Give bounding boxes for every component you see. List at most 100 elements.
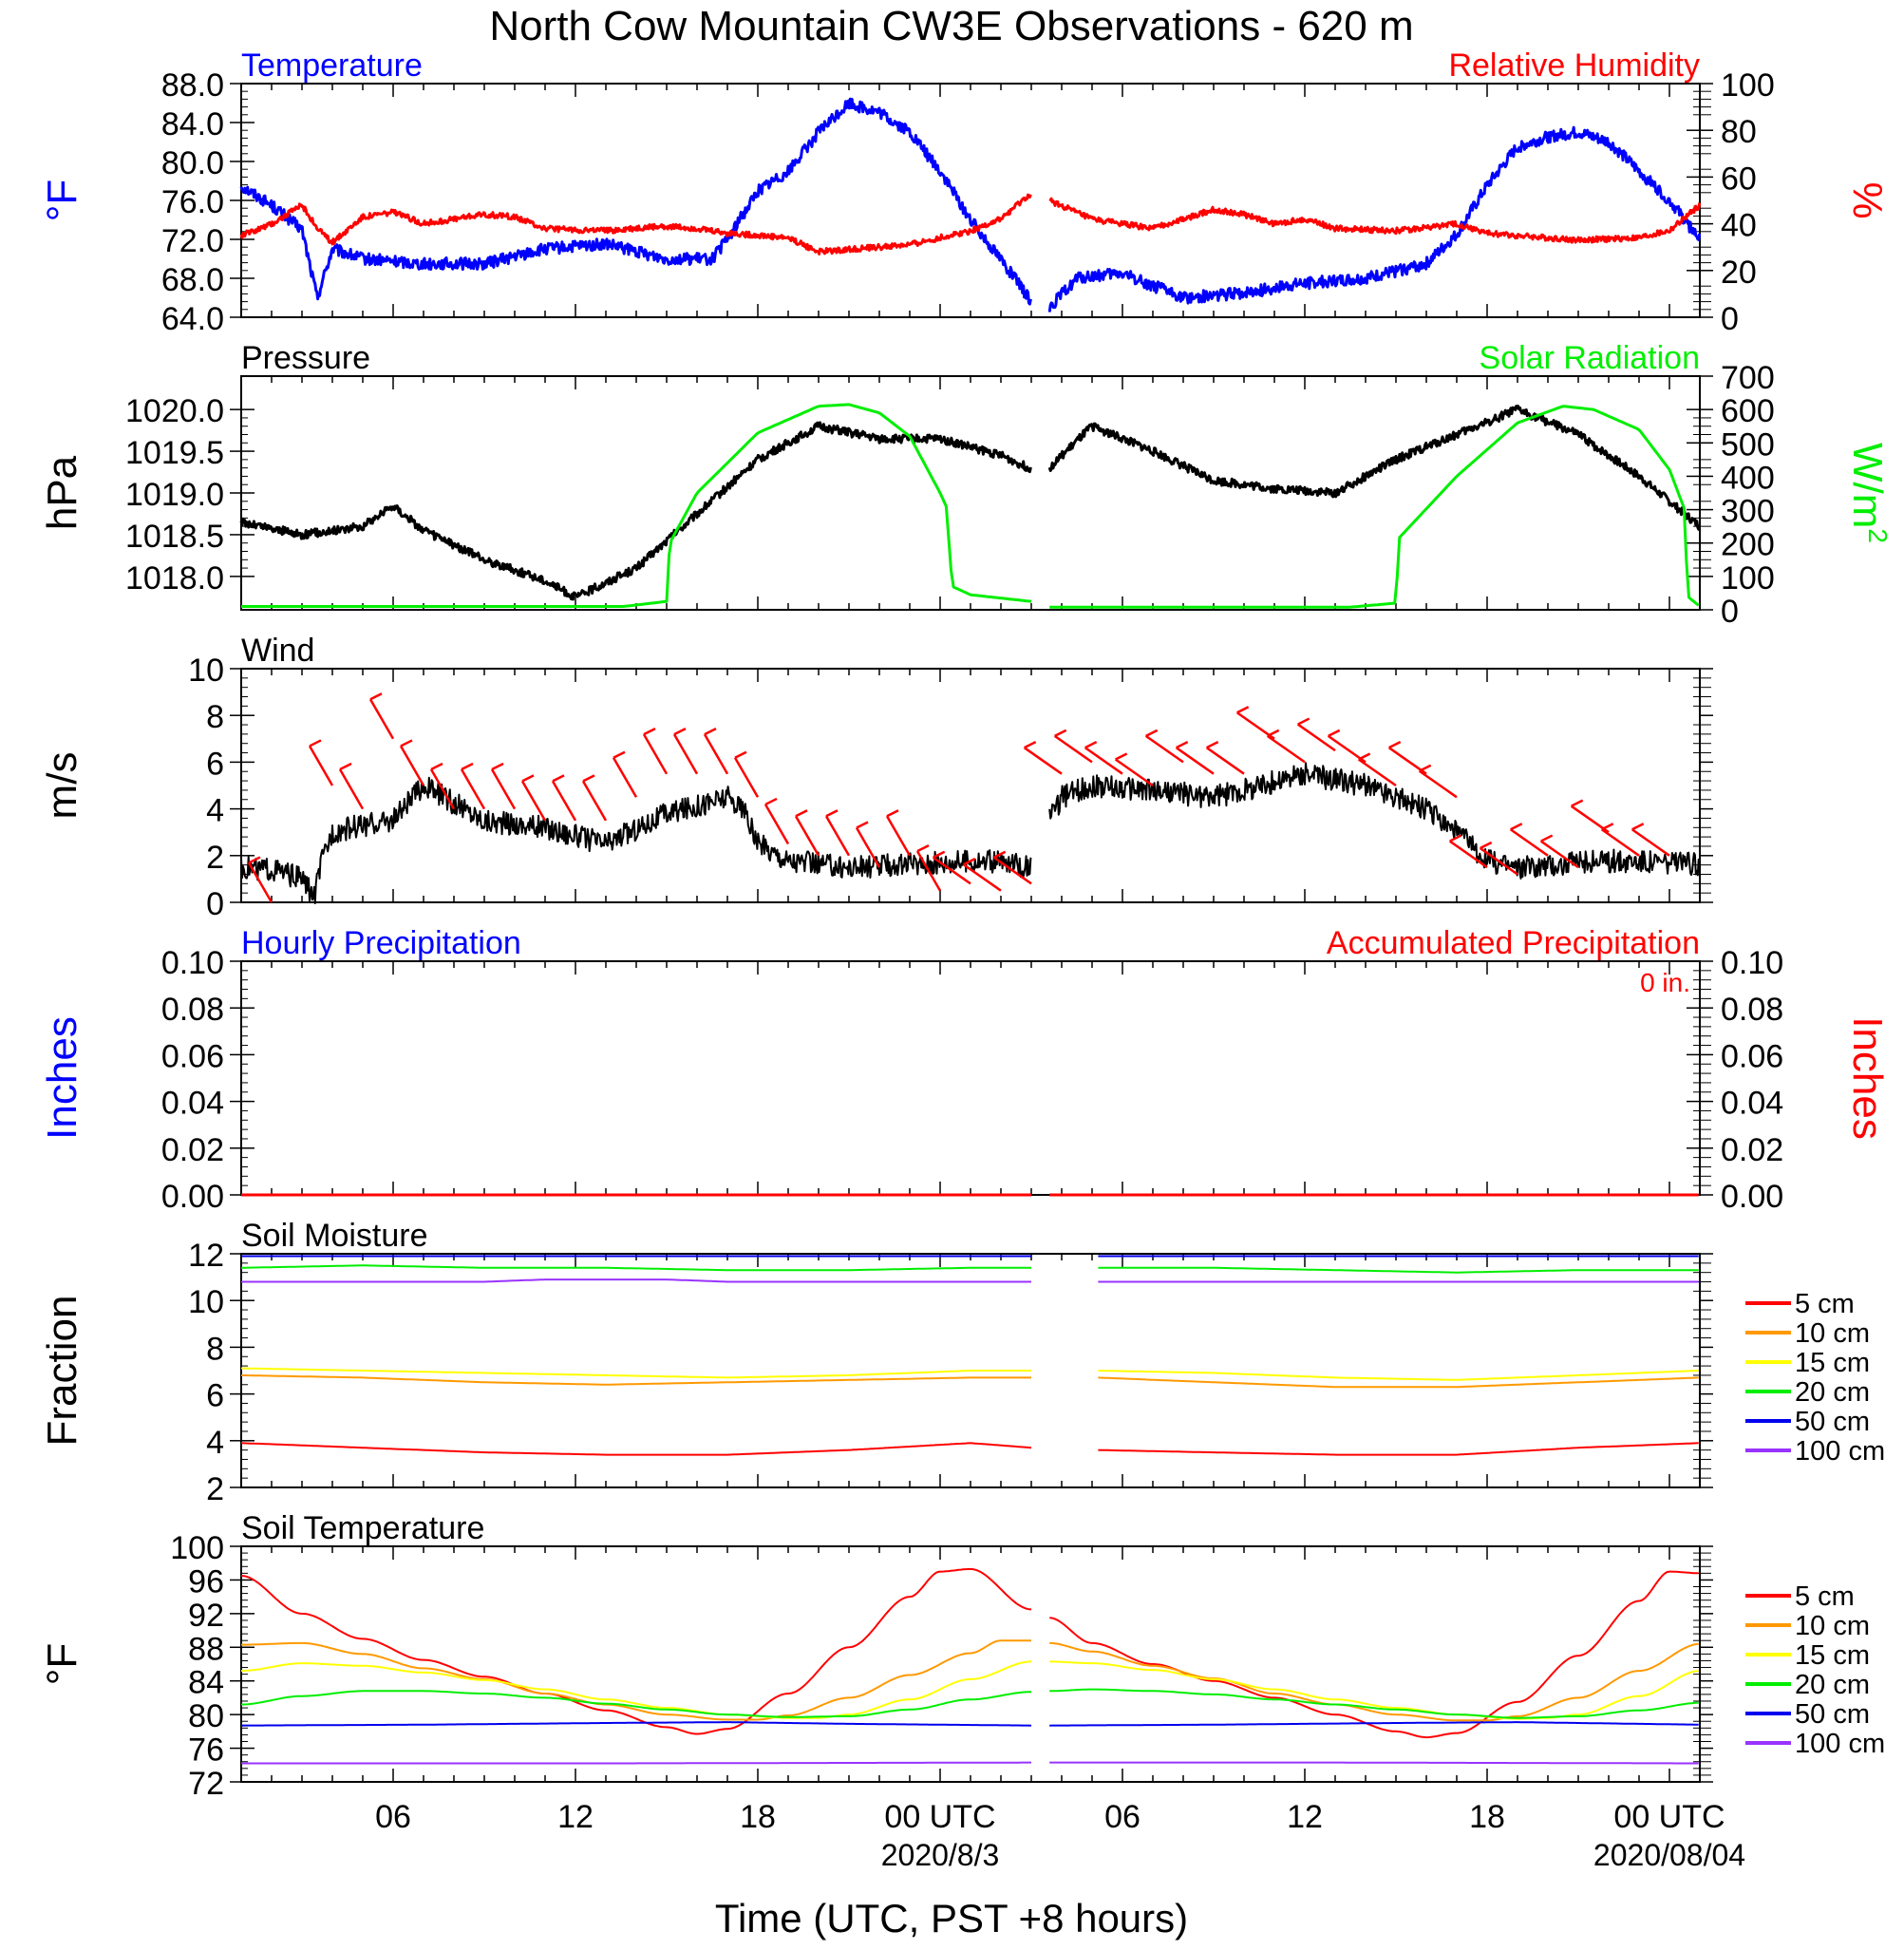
- series-line-1-segment-1: [1049, 405, 1700, 609]
- y-axis-label-left: hPa: [39, 455, 85, 530]
- y-tick-label: 1019.0: [125, 477, 224, 513]
- wind-barb-staff: [1175, 747, 1215, 775]
- y-tick-label: 4: [206, 793, 224, 829]
- wind-barb-staff: [855, 826, 881, 868]
- wind-barb-flag: [1601, 823, 1614, 831]
- wind-barb-flag: [795, 809, 808, 818]
- series-line-5-cm-segment-1: [1049, 1570, 1699, 1739]
- wind-barb-staff: [1539, 840, 1579, 869]
- y-axis-label-right: W/m2: [1844, 443, 1893, 543]
- y-axis-label-left: Fraction: [39, 1296, 85, 1447]
- y-right-tick-label: 20: [1721, 255, 1757, 291]
- y-tick-label: 1018.0: [125, 560, 224, 596]
- wind-barb-flag: [1510, 823, 1523, 831]
- wind-barb-flag: [461, 762, 474, 771]
- wind-barb-staff: [520, 780, 547, 822]
- y-tick-label: 8: [206, 699, 224, 735]
- y-axis-label-left: °F: [39, 1643, 85, 1685]
- y-right-tick-label: 60: [1721, 161, 1757, 197]
- panel-title-left: Soil Temperature: [241, 1510, 484, 1546]
- y-right-tick-label: 600: [1721, 393, 1775, 429]
- wind-barb-staff: [1144, 734, 1184, 764]
- wind-barb-staff: [1114, 758, 1154, 787]
- wind-barb-flag: [886, 809, 899, 818]
- y-axis-label-left: Inches: [39, 1016, 85, 1140]
- wind-barb: [642, 728, 669, 775]
- wind-barb-flag: [704, 728, 717, 736]
- x-tick-label: 12: [1287, 1799, 1323, 1835]
- wind-barb-flag: [1388, 741, 1402, 749]
- y-axis-label-left: m/s: [39, 752, 85, 820]
- wind-barb-flag: [825, 809, 839, 818]
- wind-barb-flag: [613, 750, 626, 759]
- x-tick-label: 06: [1104, 1799, 1141, 1835]
- y-tick-label: 6: [206, 1378, 224, 1414]
- x-tick-label: 00 UTC: [1613, 1799, 1725, 1835]
- wind-barb: [1631, 823, 1670, 857]
- wind-barb-flag: [734, 750, 747, 759]
- series-line-100-cm-segment-0: [241, 1761, 1031, 1765]
- wind-barb: [703, 728, 729, 775]
- series-line-10-cm-segment-1: [1098, 1376, 1699, 1389]
- y-tick-label: 0: [206, 886, 224, 922]
- y-tick-label: 10: [188, 1284, 224, 1320]
- chart-title: North Cow Mountain CW3E Observations - 6…: [489, 3, 1413, 49]
- panel-title-left: Soil Moisture: [241, 1218, 428, 1254]
- wind-barb-flag: [764, 797, 778, 806]
- y-right-tick-label: 0.06: [1721, 1038, 1783, 1074]
- y-right-tick-label: 100: [1721, 560, 1775, 596]
- wind-barb: [338, 762, 365, 810]
- plot-frame: [240, 668, 1701, 903]
- y-tick-label: 0.04: [161, 1086, 224, 1122]
- wind-barb-staff: [1448, 840, 1488, 869]
- series-line-1-segment-0: [241, 403, 1032, 608]
- wind-barb: [1600, 823, 1640, 857]
- wind-barb: [1053, 729, 1093, 764]
- accumulation-annotation: 0 in.: [1640, 968, 1690, 997]
- wind-barb: [520, 774, 547, 822]
- y-tick-label: 88: [188, 1631, 224, 1667]
- y-right-tick-label: 0: [1721, 301, 1739, 337]
- series-line-20-cm-segment-0: [241, 1690, 1032, 1718]
- wind-barb-flag: [248, 856, 261, 864]
- y-tick-label: 1020.0: [125, 393, 224, 429]
- wind-barb: [794, 809, 820, 857]
- wind-barb-flag: [1176, 741, 1189, 749]
- wind-barb-staff: [642, 733, 669, 775]
- y-right-tick-label: 0.00: [1721, 1179, 1783, 1215]
- wind-barb-flag: [856, 821, 869, 829]
- y-tick-label: 88.0: [161, 67, 224, 104]
- y-right-tick-label: 300: [1721, 494, 1775, 530]
- wind-barb: [247, 856, 273, 903]
- series-line-0-segment-0: [240, 776, 1032, 904]
- wind-barb: [1418, 764, 1458, 799]
- series-line-15-cm-segment-0: [240, 1367, 1031, 1379]
- wind-barb-staff: [932, 856, 971, 885]
- wind-barb: [399, 739, 425, 786]
- y-tick-label: 76: [188, 1732, 224, 1769]
- series-line-10-cm-segment-1: [1049, 1641, 1699, 1722]
- wind-barb: [551, 774, 577, 822]
- wind-barb: [1509, 823, 1549, 857]
- wind-barb-staff: [1205, 747, 1245, 775]
- legend-label: 100 cm: [1795, 1436, 1885, 1467]
- series-line-0-segment-1: [1047, 405, 1701, 531]
- wind-barb-flag: [993, 850, 1007, 859]
- y-tick-label: 80: [188, 1698, 224, 1734]
- wind-barb-staff: [824, 815, 851, 857]
- series-line-0-segment-0: [239, 421, 1032, 601]
- chart-panels: 64.068.072.076.080.084.088.0020406080100…: [39, 47, 1893, 1802]
- wind-barb: [368, 692, 395, 740]
- legend-label: 10 cm: [1795, 1318, 1870, 1349]
- y-right-tick-label: 700: [1721, 360, 1775, 396]
- wind-barb: [992, 850, 1032, 885]
- y-tick-label: 68.0: [161, 262, 224, 298]
- x-tick-label: 18: [740, 1799, 776, 1835]
- series-line-100-cm-segment-1: [1049, 1761, 1699, 1765]
- wind-barb-flag: [933, 850, 946, 859]
- y-axis-label-left: °F: [39, 180, 85, 221]
- panel-title-right: Relative Humidity: [1448, 47, 1700, 84]
